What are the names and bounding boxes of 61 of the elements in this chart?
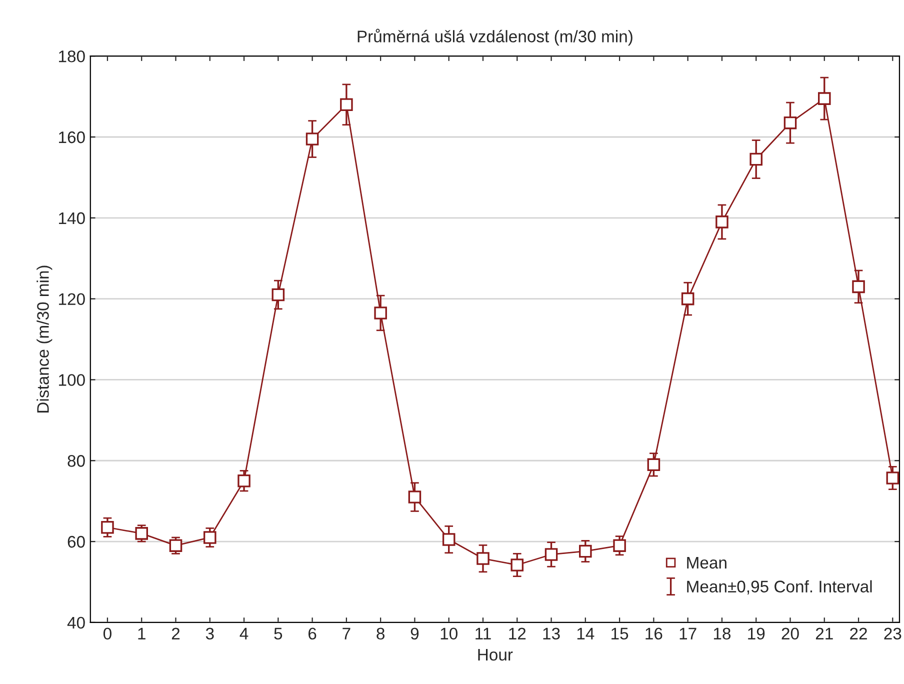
x-tick-label: 16: [646, 628, 662, 640]
x-tick-label: 12: [509, 628, 526, 640]
x-tick-label: 8: [376, 628, 384, 640]
x-tick-label: 0: [103, 628, 112, 640]
point: [408, 490, 422, 504]
y-tick-label: 180: [59, 50, 85, 62]
y-tick-label: 60: [68, 536, 85, 548]
annotation: Mean±0,95 Conf. Interval: [687, 580, 872, 594]
y-tick-label: 160: [59, 131, 85, 144]
x-tick-label: 17: [680, 628, 696, 640]
point: [340, 98, 353, 112]
y-tick-label: 120: [59, 293, 85, 306]
x-tick-label: 3: [206, 628, 214, 640]
x-tick-label: 9: [410, 628, 419, 640]
y-axis-title: Distance (m/30 min): [36, 266, 52, 412]
point: [784, 116, 797, 130]
point: [374, 306, 387, 320]
x-tick-label: 11: [476, 628, 491, 640]
x-tick-label: 23: [884, 628, 902, 640]
point: [306, 132, 319, 146]
x-tick-label: 20: [782, 628, 799, 640]
x-tick-label: 5: [274, 628, 282, 640]
y-tick-label: 40: [67, 616, 85, 629]
x-tick-label: 6: [308, 628, 316, 640]
x-tick-label: 22: [850, 628, 867, 640]
x-tick-label: 2: [172, 628, 180, 640]
point: [647, 458, 660, 472]
point: [203, 531, 216, 544]
x-tick-label: 18: [714, 628, 731, 640]
y-tick-label: 100: [59, 374, 85, 386]
point: [544, 548, 558, 561]
point: [135, 527, 148, 540]
point: [579, 544, 592, 558]
point: [169, 539, 182, 552]
x-tick-label: 14: [577, 628, 594, 640]
point: [442, 533, 456, 546]
y-tick-label: 140: [59, 212, 85, 224]
x-tick-label: 10: [440, 628, 458, 640]
point: [681, 292, 694, 306]
x-tick-label: 7: [342, 628, 350, 640]
point: [510, 558, 524, 572]
point: [750, 152, 762, 166]
x-axis-title: Hour: [478, 649, 513, 661]
point: [613, 539, 626, 552]
point: [476, 552, 490, 565]
point: [852, 280, 865, 294]
y-tick-label: 80: [68, 455, 85, 467]
x-tick-label: 13: [543, 628, 560, 640]
x-tick-label: 19: [748, 628, 765, 640]
point: [238, 474, 250, 488]
chart-title: Průměrná ušlá vzdálenost (m/30 min): [358, 28, 632, 46]
x-tick-label: 1: [138, 628, 146, 640]
x-tick-label: 15: [612, 628, 628, 640]
point: [272, 288, 285, 302]
point: [818, 92, 831, 105]
point: [886, 472, 900, 484]
legend-label: Mean: [687, 556, 726, 569]
point: [716, 216, 728, 228]
x-tick-label: 21: [816, 628, 833, 640]
point: [101, 520, 114, 534]
x-tick-label: 4: [240, 628, 248, 640]
